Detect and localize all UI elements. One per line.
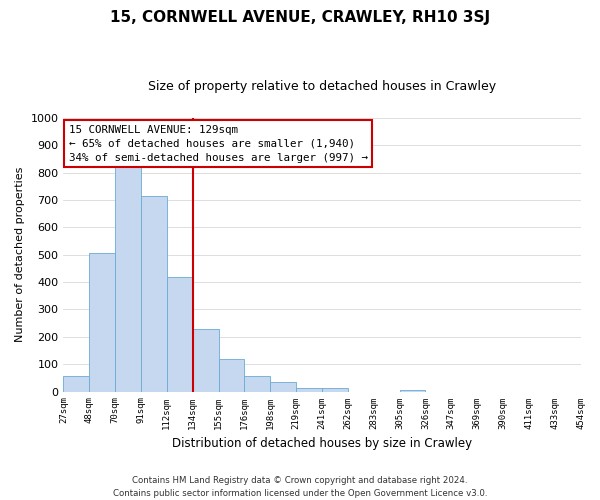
Bar bbox=[64, 376, 89, 392]
Bar bbox=[193, 328, 218, 392]
Bar bbox=[89, 254, 115, 392]
Bar bbox=[400, 390, 425, 392]
Bar bbox=[218, 359, 244, 392]
Bar bbox=[322, 388, 348, 392]
Text: Contains HM Land Registry data © Crown copyright and database right 2024.
Contai: Contains HM Land Registry data © Crown c… bbox=[113, 476, 487, 498]
Title: Size of property relative to detached houses in Crawley: Size of property relative to detached ho… bbox=[148, 80, 496, 93]
Y-axis label: Number of detached properties: Number of detached properties bbox=[15, 167, 25, 342]
Bar bbox=[270, 382, 296, 392]
Bar bbox=[244, 376, 270, 392]
Text: 15 CORNWELL AVENUE: 129sqm
← 65% of detached houses are smaller (1,940)
34% of s: 15 CORNWELL AVENUE: 129sqm ← 65% of deta… bbox=[68, 124, 368, 162]
X-axis label: Distribution of detached houses by size in Crawley: Distribution of detached houses by size … bbox=[172, 437, 472, 450]
Text: 15, CORNWELL AVENUE, CRAWLEY, RH10 3SJ: 15, CORNWELL AVENUE, CRAWLEY, RH10 3SJ bbox=[110, 10, 490, 25]
Bar bbox=[296, 388, 322, 392]
Bar bbox=[115, 166, 141, 392]
Bar bbox=[141, 196, 167, 392]
Bar bbox=[167, 276, 193, 392]
